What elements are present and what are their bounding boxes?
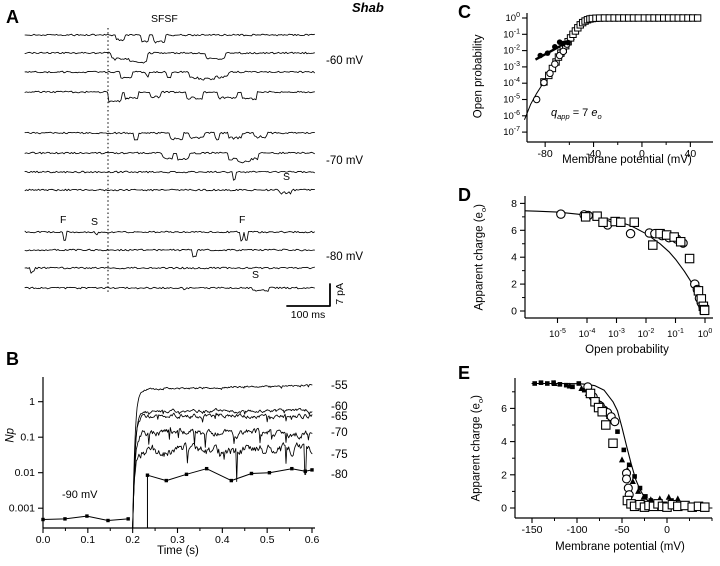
svg-text:0.6: 0.6 [305,534,320,546]
svg-text:100: 100 [506,12,521,24]
svg-text:10-1: 10-1 [667,328,684,340]
voltage-label-60: -60 mV [326,55,364,67]
svg-text:8: 8 [511,198,517,210]
c-charge-annotation: qapp = 7 eo [551,107,602,121]
svg-text:2: 2 [511,279,517,291]
d-y-title-sub: o [479,207,489,213]
event-mark: S [252,269,260,281]
svg-text:0.3: 0.3 [170,534,185,546]
svg-text:10-5: 10-5 [503,94,520,106]
e-y-title-close: ) [470,395,483,399]
c-y-axis-title: Open probability [472,34,485,119]
svg-text:4: 4 [511,252,517,264]
e-x-axis-title: Membrane potential (mV) [555,541,685,553]
panel-e-letter: E [458,363,471,383]
svg-text:6: 6 [501,403,507,415]
b-y-axis-title: Np [4,427,17,443]
d-y-title-text: Apparent charge (e [473,212,486,311]
burst-label: SFSF [151,13,178,25]
svg-text:10-4: 10-4 [503,77,520,89]
svg-text:0.1: 0.1 [81,534,96,546]
svg-text:10-5: 10-5 [549,328,566,340]
e-y-title-sub: o [476,398,486,404]
svg-text:0.0: 0.0 [36,534,51,546]
b-trace-label-75: -75 [331,449,348,461]
panel-c-letter: C [458,2,471,22]
eo-subscript: o [597,112,602,122]
svg-text:-150: -150 [521,524,542,536]
b-trace-label-70: -70 [331,427,348,439]
event-mark: S [91,216,99,228]
svg-text:10-3: 10-3 [608,328,625,340]
svg-text:0: 0 [511,306,517,318]
svg-text:1: 1 [29,396,35,408]
d-x-axis-title: Open probability [585,344,669,356]
svg-text:0.001: 0.001 [9,503,35,515]
panel-b-chart: 0.0 0.1 0.2 0.3 0.4 0.5 0.6 1 0.1 0.01 0.001 [9,377,320,546]
svg-text:10-1: 10-1 [503,28,520,40]
voltage-label-80: -80 mV [326,251,364,263]
svg-text:0: 0 [501,503,507,515]
qapp-value: = 7 [569,107,592,119]
svg-text:0.2: 0.2 [125,534,140,546]
svg-text:10-3: 10-3 [503,61,520,73]
b-trace-label-65: -65 [331,411,348,423]
svg-text:10-6: 10-6 [503,110,520,122]
d-y-axis-title: Apparent charge (eo) [474,197,489,317]
event-mark: S [283,171,291,183]
b-trace-label-60: -60 [331,401,348,413]
svg-text:2: 2 [501,469,507,481]
svg-text:0: 0 [664,524,670,536]
scalebar-current-label: 7 pA [334,282,347,305]
svg-text:10-7: 10-7 [503,126,520,138]
svg-text:-50: -50 [614,524,629,536]
panel-e-chart: 0 2 4 6 -150 -100 -50 0 [501,378,713,536]
b-x-axis-title: Time (s) [157,545,199,557]
panel-a-letter: A [6,7,19,27]
eo-symbol: e [591,107,598,119]
svg-text:-100: -100 [566,524,587,536]
qapp-symbol: q [551,107,558,119]
svg-text:10-2: 10-2 [638,328,655,340]
svg-text:4: 4 [501,436,507,448]
svg-text:0.5: 0.5 [260,534,275,546]
b-trace-label-55: -55 [331,380,348,392]
b-holding-annotation: -90 mV [62,489,98,501]
event-mark: F [239,214,246,226]
c-x-axis-title: Membrane potential (mV) [562,154,692,166]
d-y-title-close: ) [473,204,486,208]
voltage-label-70: -70 mV [326,155,364,167]
svg-text:0.01: 0.01 [15,467,36,479]
svg-text:0.1: 0.1 [20,432,35,444]
b-trace-label-80: -80 [331,469,348,481]
svg-text:-80: -80 [538,148,553,160]
svg-text:10-2: 10-2 [503,45,520,57]
panel-c-chart: 100 10-1 10-2 10-3 10-4 10-5 10-6 10-7 -80 -40 0 40 [503,12,713,160]
event-mark: F [60,214,67,226]
panel-d-letter: D [458,185,471,205]
e-y-title-text: Apparent charge (e [470,403,483,502]
panel-d-chart: 0 2 4 6 8 10-5 10-4 10-3 10-2 10-1 100 [511,196,713,340]
svg-text:0.4: 0.4 [215,534,230,546]
svg-text:-40: -40 [586,148,601,160]
gene-title: Shab [352,0,384,15]
panel-b-letter: B [6,349,19,369]
svg-text:100: 100 [698,328,713,340]
svg-text:6: 6 [511,225,517,237]
panel-a-traces [24,28,331,307]
qapp-subscript: app [557,112,570,122]
svg-text:0: 0 [639,148,645,160]
svg-text:40: 40 [685,148,697,160]
svg-text:10-4: 10-4 [579,328,596,340]
scalebar-time-label: 100 ms [290,309,326,321]
e-y-axis-title: Apparent charge (eo) [471,388,486,508]
